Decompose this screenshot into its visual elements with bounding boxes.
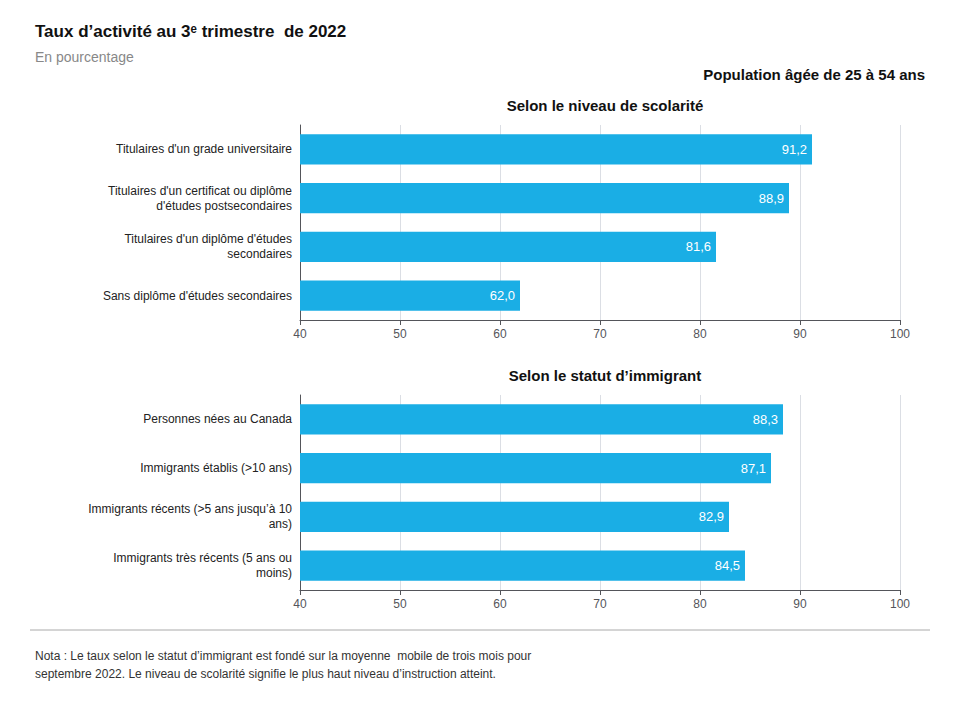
svg-text:moins): moins) xyxy=(256,566,292,580)
svg-text:septembre 2022. Le niveau de s: septembre 2022. Le niveau de scolarité s… xyxy=(35,667,496,681)
svg-text:81,6: 81,6 xyxy=(686,239,711,254)
svg-text:Nota : Le taux selon le statut: Nota : Le taux selon le statut d’immigra… xyxy=(35,649,531,663)
svg-text:100: 100 xyxy=(890,597,910,611)
svg-text:Titulaires d'un diplôme d'étud: Titulaires d'un diplôme d'études xyxy=(124,232,292,246)
svg-text:En pourcentage: En pourcentage xyxy=(35,49,134,65)
svg-text:60: 60 xyxy=(493,597,507,611)
svg-text:Immigrants très récents (5 ans: Immigrants très récents (5 ans ou xyxy=(113,551,292,565)
svg-text:secondaires: secondaires xyxy=(227,247,292,261)
svg-text:Titulaires d'un grade universi: Titulaires d'un grade universitaire xyxy=(116,142,292,156)
svg-text:82,9: 82,9 xyxy=(699,509,724,524)
svg-text:62,0: 62,0 xyxy=(490,288,515,303)
svg-text:88,3: 88,3 xyxy=(753,412,778,427)
svg-text:60: 60 xyxy=(493,327,507,341)
svg-text:91,2: 91,2 xyxy=(782,142,807,157)
svg-text:Taux d’activité au 3ᵉ trimestr: Taux d’activité au 3ᵉ trimestre de 2022 xyxy=(35,22,346,41)
svg-text:50: 50 xyxy=(393,327,407,341)
svg-text:90: 90 xyxy=(793,597,807,611)
svg-text:Immigrants récents (>5 ans jus: Immigrants récents (>5 ans jusqu’à 10 xyxy=(88,502,292,516)
svg-text:40: 40 xyxy=(293,327,307,341)
svg-text:70: 70 xyxy=(593,597,607,611)
svg-text:Population âgée de 25 à 54 ans: Population âgée de 25 à 54 ans xyxy=(703,66,925,83)
svg-text:84,5: 84,5 xyxy=(715,558,740,573)
svg-text:80: 80 xyxy=(693,597,707,611)
svg-text:Selon le niveau de scolarité: Selon le niveau de scolarité xyxy=(507,97,704,114)
svg-text:Titulaires d'un certificat ou: Titulaires d'un certificat ou diplôme xyxy=(108,184,292,198)
svg-text:Selon le statut d’immigrant: Selon le statut d’immigrant xyxy=(509,367,702,384)
svg-text:90: 90 xyxy=(793,327,807,341)
svg-text:40: 40 xyxy=(293,597,307,611)
svg-text:100: 100 xyxy=(890,327,910,341)
svg-text:70: 70 xyxy=(593,327,607,341)
svg-text:88,9: 88,9 xyxy=(759,191,784,206)
svg-text:50: 50 xyxy=(393,597,407,611)
svg-text:80: 80 xyxy=(693,327,707,341)
svg-text:Sans diplôme d'études secondai: Sans diplôme d'études secondaires xyxy=(103,289,292,303)
svg-text:Immigrants établis (>10 ans): Immigrants établis (>10 ans) xyxy=(140,461,292,475)
svg-text:d'études postsecondaires: d'études postsecondaires xyxy=(156,199,292,213)
svg-text:Personnes nées au Canada: Personnes nées au Canada xyxy=(143,412,292,426)
svg-text:87,1: 87,1 xyxy=(741,461,766,476)
svg-text:ans): ans) xyxy=(269,517,292,531)
